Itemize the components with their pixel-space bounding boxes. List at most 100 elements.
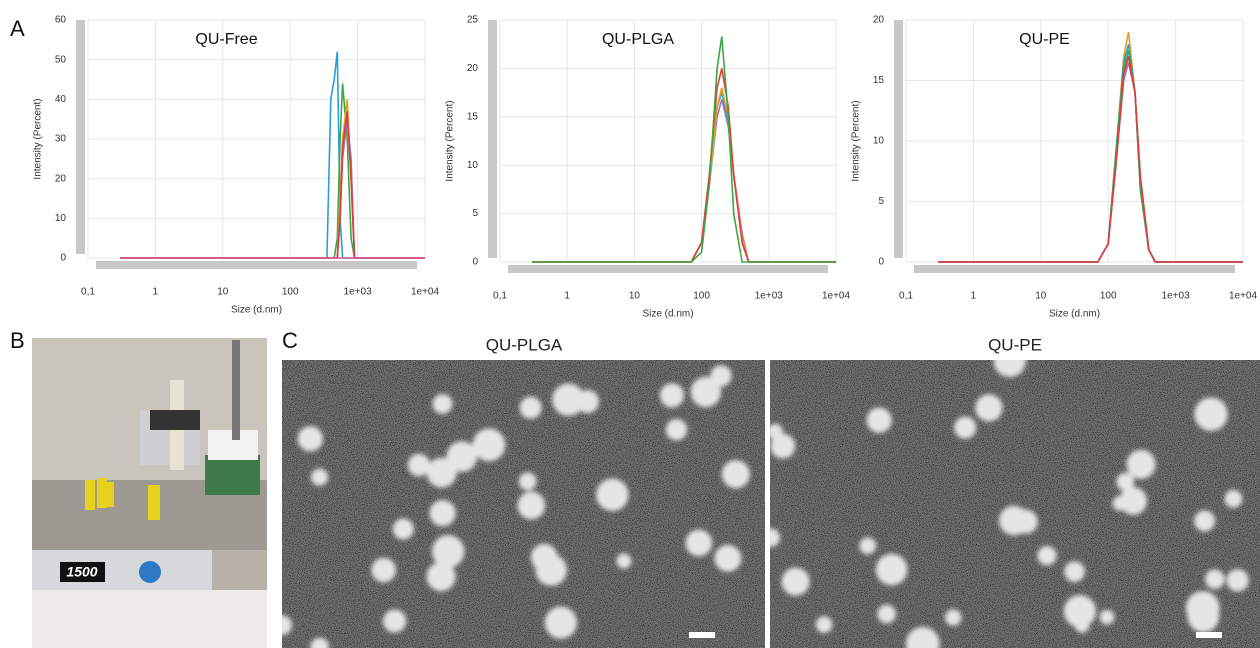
particle [383, 609, 407, 633]
particle [685, 529, 713, 557]
particle [905, 626, 940, 648]
particle [431, 535, 465, 568]
x-tick-label: 10 [217, 287, 229, 298]
particle [407, 453, 431, 477]
particle [1185, 591, 1220, 626]
data-line [938, 56, 1243, 263]
particle [1099, 609, 1115, 625]
x-tick-label: 100 [693, 291, 710, 302]
particle [596, 478, 629, 511]
y-tick-label: 60 [55, 15, 67, 26]
y-tick-label: 10 [55, 213, 67, 224]
particle [544, 606, 577, 639]
scrollbar [508, 265, 828, 273]
particle [472, 428, 506, 462]
x-tick-label: 0,1 [81, 287, 95, 298]
y-tick-label: 15 [873, 75, 885, 86]
particle [392, 518, 414, 540]
data-line [938, 62, 1243, 263]
particle [446, 441, 478, 472]
particle [429, 499, 456, 527]
x-tick-label: 1 [564, 291, 570, 302]
scrollbar [76, 20, 85, 254]
y-tick-label: 40 [55, 94, 67, 105]
particle [282, 615, 292, 636]
particle [875, 553, 908, 586]
data-line [120, 83, 425, 259]
particle [721, 460, 750, 489]
particle [535, 554, 567, 586]
micrograph-title: QU-PE [988, 335, 1042, 354]
chart-title: QU-PE [1019, 31, 1070, 48]
particle [665, 418, 688, 441]
data-line [532, 68, 836, 263]
data-line [938, 43, 1243, 263]
axis-label: Size (d.nm) [1049, 309, 1100, 320]
photo: 1500 [32, 338, 267, 648]
data-line [532, 89, 836, 263]
particle [552, 383, 585, 416]
x-tick-label: 100 [282, 287, 299, 298]
scrollbar [894, 20, 903, 258]
y-tick-label: 20 [467, 63, 479, 74]
scrollbar [914, 265, 1235, 273]
y-tick-label: 20 [873, 15, 885, 26]
x-tick-label: 1e+03 [344, 287, 373, 298]
data-line [938, 31, 1243, 263]
particle [1064, 561, 1085, 582]
data-line [120, 111, 425, 259]
particle [426, 457, 457, 488]
data-line [120, 119, 425, 259]
particle [1226, 569, 1249, 592]
x-tick-label: 1e+04 [1229, 291, 1258, 302]
particle [659, 383, 685, 408]
y-tick-label: 5 [878, 196, 884, 207]
x-tick-label: 10 [629, 291, 641, 302]
particle [1037, 545, 1057, 566]
particle [310, 637, 329, 648]
y-tick-label: 25 [467, 15, 479, 26]
axis-label: Intensity (Percent) [445, 100, 456, 181]
particle [859, 537, 877, 555]
x-tick-label: 1e+03 [1162, 291, 1191, 302]
particle [815, 616, 833, 633]
axis-label: Size (d.nm) [231, 305, 282, 316]
data-line [532, 87, 836, 263]
panel-label: C [282, 328, 298, 353]
particle [993, 360, 1026, 377]
x-tick-label: 10 [1035, 291, 1047, 302]
particle [311, 468, 329, 486]
data-line [938, 50, 1243, 263]
x-tick-label: 1e+04 [822, 291, 851, 302]
y-tick-label: 20 [55, 173, 67, 184]
chart-title: QU-Free [195, 31, 257, 48]
micrograph-title: QU-PLGA [486, 335, 563, 354]
y-tick-label: 0 [60, 253, 66, 264]
particle [426, 562, 456, 592]
particle [518, 472, 537, 491]
y-tick-label: 50 [55, 54, 67, 65]
particle [1224, 489, 1243, 508]
x-tick-label: 1 [971, 291, 977, 302]
particle [866, 407, 892, 433]
panel-label: B [10, 328, 25, 353]
particle [1112, 496, 1128, 511]
x-tick-label: 1 [153, 287, 159, 298]
particle [1063, 595, 1097, 628]
display-text: 1500 [66, 564, 97, 580]
particle [1119, 487, 1148, 515]
y-tick-label: 15 [467, 111, 479, 122]
particle [954, 416, 977, 439]
particle [714, 544, 742, 572]
particle [517, 491, 546, 520]
particle [1205, 569, 1225, 589]
particle [432, 393, 453, 414]
particle [1013, 509, 1038, 534]
chart-title: QU-PLGA [602, 31, 674, 48]
particle [945, 609, 962, 626]
x-tick-label: 100 [1100, 291, 1117, 302]
particle [690, 376, 722, 408]
data-line [532, 99, 836, 263]
y-tick-label: 0 [472, 257, 478, 268]
